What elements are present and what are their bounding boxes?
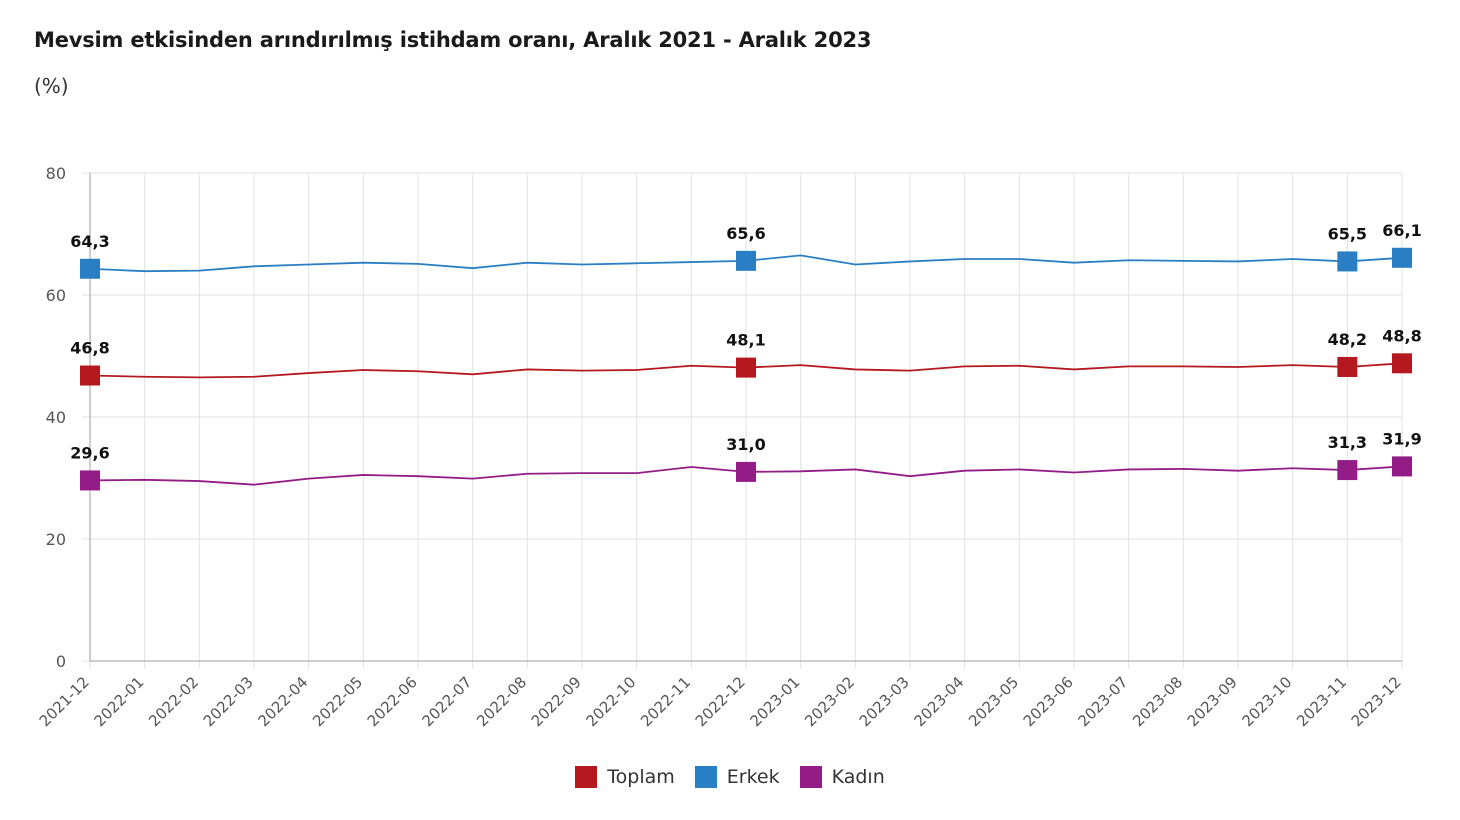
legend-item-toplam[interactable]: Toplam xyxy=(575,766,675,788)
x-tick-label: 2022-05 xyxy=(309,673,366,730)
x-tick-label: 2023-12 xyxy=(1348,673,1405,730)
data-label-toplam: 48,2 xyxy=(1328,330,1367,349)
data-label-kadin: 31,3 xyxy=(1328,433,1367,452)
data-point-kadin xyxy=(736,461,756,482)
x-tick-label: 2021-12 xyxy=(36,673,93,730)
x-tick-label: 2023-07 xyxy=(1074,673,1131,730)
data-point-erkek xyxy=(1337,251,1358,272)
legend: Toplam Erkek Kadın xyxy=(0,766,1460,788)
x-tick-label: 2022-01 xyxy=(90,673,147,730)
data-label-erkek: 65,6 xyxy=(726,224,765,243)
data-point-toplam xyxy=(1337,356,1358,377)
x-tick-label: 2023-08 xyxy=(1129,673,1186,730)
x-tick-label: 2022-02 xyxy=(145,673,202,730)
line-chart: 0204060802021-122022-012022-022022-03202… xyxy=(36,164,1422,730)
x-tick-label: 2023-04 xyxy=(910,673,967,730)
x-tick-label: 2023-03 xyxy=(856,673,913,730)
x-tick-label: 2022-06 xyxy=(364,673,421,730)
legend-item-kadin[interactable]: Kadın xyxy=(799,766,885,788)
y-tick-label: 60 xyxy=(46,286,66,305)
y-tick-label: 80 xyxy=(46,164,66,183)
legend-swatch-erkek xyxy=(694,766,717,788)
chart-title: Mevsim etkisinden arındırılmış istihdam … xyxy=(34,28,872,52)
data-label-erkek: 64,3 xyxy=(70,232,109,251)
data-point-toplam xyxy=(736,357,756,378)
x-tick-label: 2022-12 xyxy=(692,673,749,730)
x-tick-label: 2023-09 xyxy=(1184,673,1241,730)
y-tick-label: 20 xyxy=(46,530,66,549)
data-label-toplam: 48,8 xyxy=(1382,326,1421,345)
y-tick-label: 40 xyxy=(46,408,66,427)
legend-label-kadin: Kadın xyxy=(831,766,885,788)
chart-unit: (%) xyxy=(34,74,69,98)
data-label-toplam: 46,8 xyxy=(70,339,109,358)
x-tick-label: 2023-06 xyxy=(1020,673,1077,730)
x-tick-label: 2022-03 xyxy=(200,673,257,730)
x-tick-label: 2022-10 xyxy=(582,673,639,730)
data-point-erkek xyxy=(80,258,100,279)
y-tick-label: 0 xyxy=(56,652,66,671)
legend-label-toplam: Toplam xyxy=(607,766,675,788)
x-tick-label: 2022-11 xyxy=(637,673,694,730)
data-label-kadin: 31,9 xyxy=(1382,429,1421,448)
legend-item-erkek[interactable]: Erkek xyxy=(694,766,780,788)
data-point-erkek xyxy=(736,250,756,271)
x-tick-label: 2023-02 xyxy=(801,673,858,730)
data-label-kadin: 29,6 xyxy=(70,443,109,462)
data-label-toplam: 48,1 xyxy=(726,331,765,350)
data-point-toplam xyxy=(80,365,100,386)
data-point-kadin xyxy=(1392,456,1412,477)
data-point-kadin xyxy=(80,470,100,491)
data-label-kadin: 31,0 xyxy=(726,435,765,454)
x-tick-label: 2022-08 xyxy=(473,673,530,730)
x-tick-label: 2023-05 xyxy=(965,673,1022,730)
x-tick-label: 2022-07 xyxy=(418,673,475,730)
data-label-erkek: 65,5 xyxy=(1328,224,1367,243)
x-tick-label: 2022-04 xyxy=(254,673,311,730)
x-tick-label: 2023-01 xyxy=(746,673,803,730)
legend-swatch-toplam xyxy=(575,766,598,788)
legend-label-erkek: Erkek xyxy=(726,766,780,788)
data-point-erkek xyxy=(1392,247,1412,268)
legend-swatch-kadin xyxy=(799,766,822,788)
x-tick-label: 2022-09 xyxy=(528,673,585,730)
x-tick-label: 2023-11 xyxy=(1293,673,1350,730)
x-tick-label: 2023-10 xyxy=(1238,673,1295,730)
data-point-kadin xyxy=(1337,460,1358,481)
data-point-toplam xyxy=(1392,353,1412,374)
data-label-erkek: 66,1 xyxy=(1382,221,1421,240)
